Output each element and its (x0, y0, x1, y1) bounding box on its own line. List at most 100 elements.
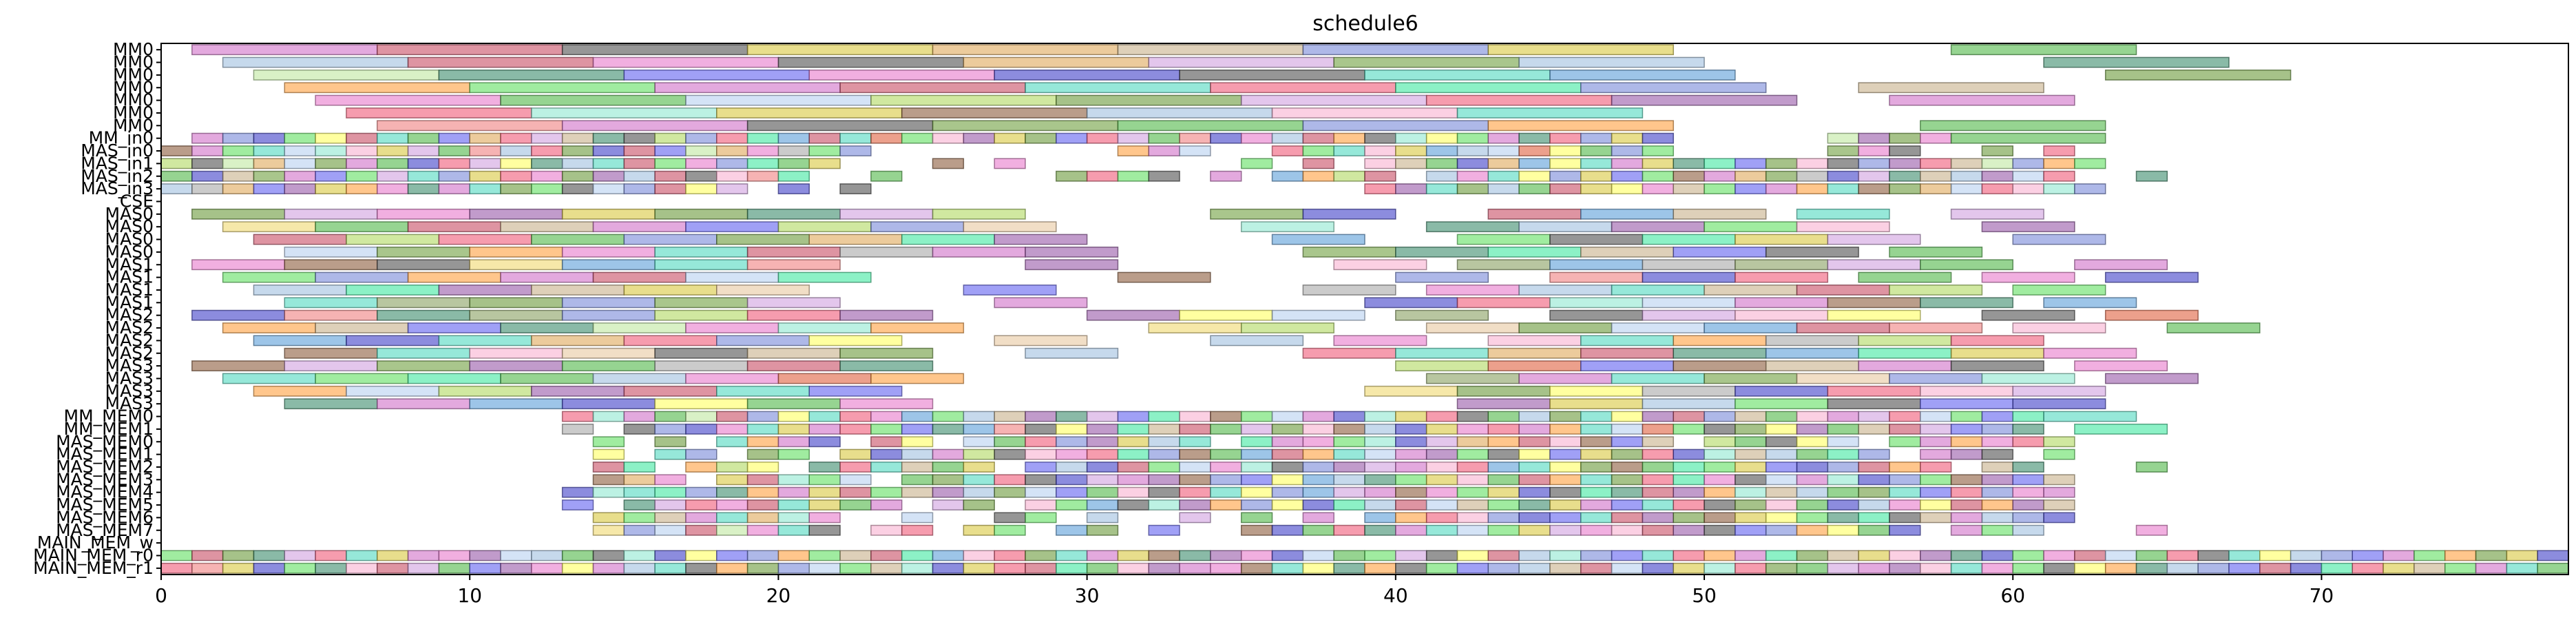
task-bar (839, 550, 872, 561)
task-bar (685, 145, 718, 156)
task-bar (2043, 56, 2230, 68)
task-bar (1179, 486, 1211, 498)
task-bar (407, 183, 440, 195)
x-tick-label: 10 (457, 584, 482, 607)
x-tick-label: 0 (155, 584, 167, 607)
task-bar (1796, 524, 1829, 536)
task-bar (592, 462, 625, 473)
task-bar (1210, 208, 1304, 220)
task-bar (1364, 550, 1396, 561)
task-bar (2012, 499, 2044, 510)
task-bar (1920, 436, 1952, 448)
task-bar (531, 285, 625, 296)
task-bar (994, 411, 1026, 422)
task-bar (963, 423, 995, 435)
task-bar (1271, 474, 1304, 486)
task-bar (500, 271, 594, 283)
task-bar (839, 309, 934, 321)
task-bar (191, 170, 224, 182)
task-bar (685, 183, 718, 195)
task-bar (2413, 562, 2446, 574)
task-bar (1981, 474, 2013, 486)
task-bar (1302, 562, 1334, 574)
task-bar (561, 183, 594, 195)
task-bar (963, 411, 995, 422)
task-bar (1456, 512, 1489, 524)
task-bar (1456, 183, 1489, 195)
task-bar (1796, 562, 1829, 574)
task-bar (1456, 423, 1489, 435)
task-bar (592, 373, 687, 384)
task-bar (1549, 69, 1736, 81)
task-bar (716, 132, 748, 144)
y-tick-label: MAS_MEM5 (56, 495, 154, 515)
task-bar (2012, 423, 2044, 435)
task-bar (1920, 474, 1952, 486)
task-bar (1210, 474, 1242, 486)
task-bar (592, 486, 625, 498)
task-bar (469, 82, 656, 94)
task-bar (1240, 550, 1273, 561)
task-bar (1796, 474, 1829, 486)
task-bar (1148, 56, 1334, 68)
task-bar (1889, 322, 1983, 333)
task-bar (1858, 411, 1890, 422)
task-bar (191, 208, 286, 220)
task-bar (1858, 360, 1952, 372)
task-bar (1920, 462, 1952, 473)
task-bar (1889, 436, 1921, 448)
task-bar (2135, 550, 2168, 561)
task-bar (1117, 132, 1150, 144)
task-bar (870, 94, 1057, 106)
task-bar (1549, 398, 1644, 410)
task-bar (1271, 436, 1304, 448)
task-bar (469, 170, 501, 182)
task-bar (531, 145, 563, 156)
task-bar (1580, 462, 1613, 473)
task-bar (1889, 285, 1983, 296)
task-bar (1673, 335, 1767, 347)
y-tick-label: MAS2 (105, 330, 154, 350)
task-bar (1117, 145, 1150, 156)
task-bar (2043, 297, 2137, 309)
task-bar (654, 512, 687, 524)
task-bar (1981, 158, 2013, 169)
task-bar (1673, 550, 1705, 561)
task-bar (1765, 158, 1798, 169)
task-bar (1549, 234, 1644, 245)
task-bar (1271, 423, 1304, 435)
task-bar (1302, 436, 1334, 448)
task-bar (1395, 499, 1427, 510)
task-bar (870, 373, 965, 384)
task-bar (1858, 512, 1890, 524)
task-bar (1611, 448, 1644, 460)
task-bar (222, 550, 255, 561)
task-bar (222, 132, 255, 144)
task-bar (1456, 107, 1644, 118)
task-bar (1765, 474, 1798, 486)
task-bar (1920, 158, 1952, 169)
task-bar (1271, 550, 1304, 561)
task-bar (623, 335, 718, 347)
task-bar (901, 474, 934, 486)
task-bar (1364, 297, 1458, 309)
task-bar (1271, 107, 1458, 118)
task-bar (315, 145, 347, 156)
task-bar (2074, 360, 2168, 372)
task-bar (654, 411, 687, 422)
task-bar (1920, 448, 1952, 460)
task-bar (1210, 423, 1242, 435)
task-bar (1796, 322, 1890, 333)
task-bar (1673, 208, 1767, 220)
task-bar (1611, 132, 1644, 144)
task-bar (1148, 499, 1180, 510)
task-bar (1240, 462, 1273, 473)
task-bar (407, 56, 594, 68)
task-bar (561, 132, 594, 144)
task-bar (994, 132, 1026, 144)
task-bar (1364, 486, 1396, 498)
task-bar (407, 145, 440, 156)
task-bar (685, 524, 718, 536)
task-bar (1025, 82, 1211, 94)
task-bar (1117, 486, 1150, 498)
